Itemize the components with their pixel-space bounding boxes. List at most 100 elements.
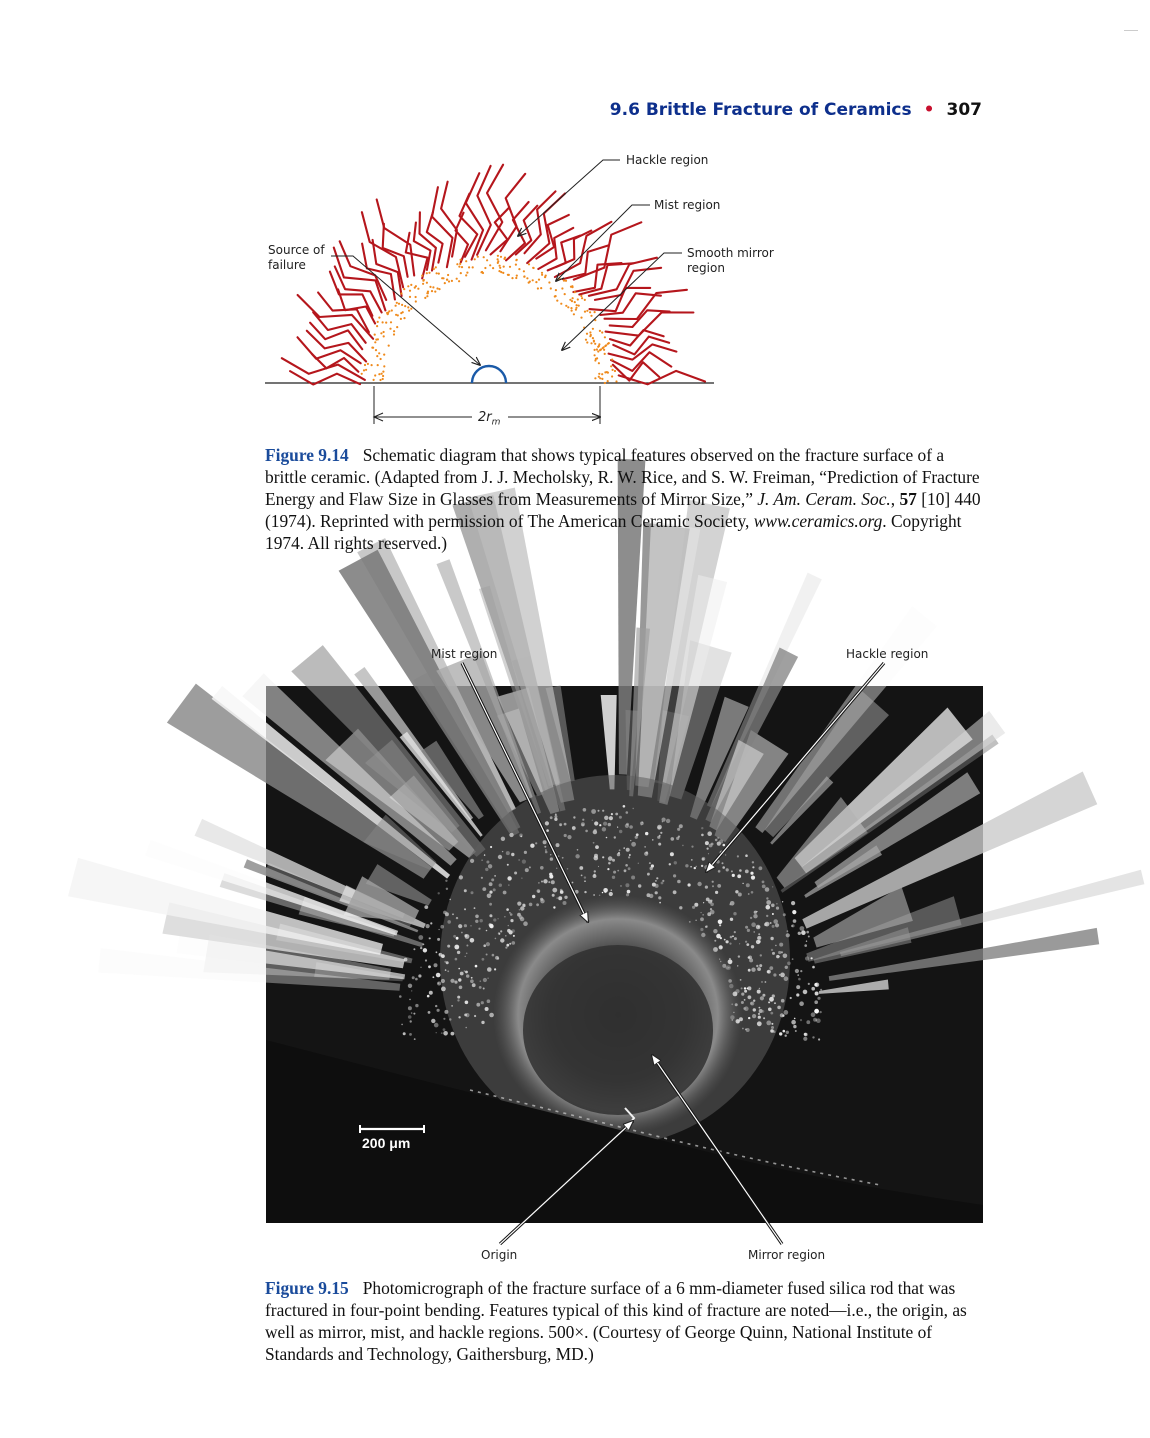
mist-speck	[818, 1038, 821, 1041]
mist-dot	[593, 348, 596, 351]
mist-dot	[392, 333, 396, 336]
mist-dot	[382, 335, 385, 338]
mist-speck	[717, 870, 721, 873]
mist-speck	[528, 902, 533, 907]
scale-bar-label: 200 μm	[362, 1135, 410, 1151]
mist-speck	[538, 882, 540, 884]
mist-speck	[562, 901, 567, 905]
mist-speck	[464, 908, 466, 911]
caption-9-14-text-3: [10] 440 (1974). Reprinted with permissi…	[265, 489, 981, 531]
mist-speck	[703, 902, 705, 904]
mist-speck	[555, 843, 560, 848]
mist-speck	[428, 965, 431, 969]
mist-speck	[661, 817, 666, 822]
mist-speck	[422, 943, 425, 946]
mist-dot	[394, 304, 397, 307]
mist-speck	[756, 989, 761, 994]
mist-dot	[456, 263, 459, 266]
mist-speck	[800, 970, 803, 973]
mist-speck	[465, 970, 468, 974]
mist-speck	[475, 919, 479, 923]
mist-speck	[632, 807, 634, 810]
mist-speck	[485, 953, 488, 956]
mist-speck	[700, 911, 702, 914]
mist-speck	[571, 881, 574, 884]
hackle-spike	[440, 180, 458, 258]
mist-speck	[540, 897, 544, 901]
mist-dot	[593, 354, 596, 357]
mist-dot	[515, 276, 518, 280]
mist-speck	[463, 970, 466, 972]
mist-speck	[483, 944, 487, 947]
hackle-streak	[764, 689, 889, 838]
mist-speck	[520, 906, 525, 911]
mist-speck	[559, 823, 563, 827]
mist-speck	[757, 967, 761, 971]
label-photo-mirror: Mirror region	[748, 1248, 826, 1262]
section-title: 9.6 Brittle Fracture of Ceramics	[609, 100, 912, 120]
hackle-streak	[770, 776, 834, 845]
mist-speck	[782, 913, 786, 917]
mist-speck	[737, 955, 741, 958]
hackle-streak	[399, 731, 483, 837]
mist-speck	[455, 916, 459, 920]
mist-dot	[591, 337, 595, 340]
mist-dot	[393, 330, 396, 333]
hackle-spike	[310, 352, 360, 373]
mist-dot	[458, 265, 461, 268]
mist-dot	[417, 287, 420, 290]
mist-speck	[771, 903, 775, 908]
hackle-spike	[587, 256, 658, 297]
mist-dot	[379, 378, 382, 382]
mist-speck	[820, 988, 823, 991]
mist-dot	[390, 309, 393, 312]
mist-speck	[702, 914, 704, 916]
mist-speck	[433, 1022, 439, 1028]
mist-speck	[535, 842, 538, 845]
mist-dot	[572, 313, 576, 316]
mist-speck	[745, 854, 748, 857]
mist-speck	[497, 918, 499, 920]
mist-speck	[765, 904, 771, 910]
mist-dot	[535, 281, 538, 284]
mist-dot	[414, 295, 417, 299]
hackle-streak	[145, 839, 399, 936]
mist-speck	[422, 948, 428, 953]
mist-speck	[743, 987, 747, 990]
mist-dot	[459, 272, 462, 275]
hackle-spike	[572, 221, 643, 281]
mist-speck	[482, 987, 485, 990]
mist-speck	[469, 938, 475, 943]
figure-9-15-photo: 200 μm	[68, 458, 1145, 1223]
mist-speck	[425, 924, 430, 929]
mist-speck	[470, 979, 474, 983]
label-hackle-region: Hackle region	[626, 153, 709, 167]
mist-speck	[454, 944, 460, 950]
mist-speck	[431, 1018, 436, 1024]
mist-speck	[509, 832, 514, 838]
mist-speck	[647, 872, 650, 876]
mist-speck	[751, 922, 756, 927]
mist-speck	[518, 859, 520, 861]
mist-dot	[554, 295, 557, 298]
mist-dot	[570, 300, 574, 303]
mist-speck	[481, 957, 485, 961]
mist-speck	[690, 865, 692, 868]
mist-speck	[579, 866, 584, 870]
mist-dot	[400, 292, 403, 295]
mist-speck	[554, 817, 558, 821]
mist-dot	[468, 266, 471, 269]
mist-speck	[762, 993, 766, 997]
mist-speck	[509, 942, 512, 945]
mist-dot	[401, 303, 404, 306]
mist-speck	[618, 851, 620, 854]
mist-speck	[701, 857, 705, 861]
mist-speck	[705, 925, 707, 928]
mist-speck	[508, 930, 513, 935]
mist-speck	[567, 835, 572, 840]
mist-speck	[480, 876, 483, 879]
mist-speck	[728, 957, 731, 960]
mist-dot	[388, 310, 391, 313]
mist-speck	[545, 849, 547, 851]
